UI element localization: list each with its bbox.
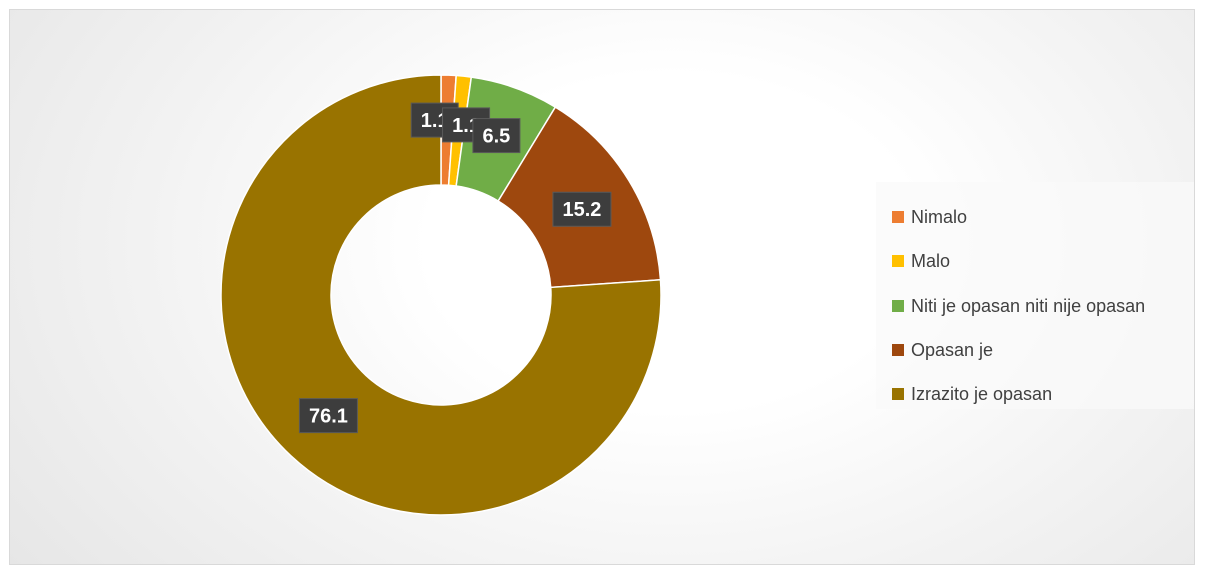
chart-area: 1.1 1.1 6.5 15.2 76.1 Nimalo Malo Niti je op… [9,9,1195,565]
data-label-box-izrazito [298,398,358,434]
data-label-opasan: 15.2 [552,191,612,227]
legend-item-nimalo: Nimalo [892,205,967,229]
legend-swatch-izrazito [892,388,904,400]
legend-label-niti: Niti je opasan niti nije opasan [911,295,1146,316]
legend: Nimalo Malo Niti je opasan niti nije opa… [876,182,1194,409]
legend-label-nimalo: Nimalo [911,206,968,227]
donut-chart: 1.1 1.1 6.515.276.1 [220,74,662,516]
legend-label-malo: Malo [911,250,951,271]
legend-swatch-nimalo [892,211,904,223]
legend-item-izrazito: Izrazito je opasan [892,382,1052,406]
data-label-text-izrazito: 76.1 [309,406,348,428]
legend-item-malo: Malo [892,249,950,273]
data-label-niti: 6.5 [472,118,521,154]
data-label-text-niti: 6.5 [482,126,510,148]
data-label-box-opasan [552,191,612,227]
data-label-text-opasan: 15.2 [562,199,601,221]
legend-swatch-niti [892,300,904,312]
data-labels-group: 1.1 1.1 6.515.276.1 [298,102,612,434]
legend-swatch-opasan [892,344,904,356]
legend-label-izrazito: Izrazito je opasan [911,383,1053,404]
data-label-izrazito: 76.1 [298,398,358,434]
data-label-text-nimalo: 1.1 [421,110,449,132]
data-label-box-niti [472,118,521,154]
legend-item-niti: Niti je opasan niti nije opasan [892,294,1145,318]
legend-swatch-malo [892,255,904,267]
slices-group [220,74,662,516]
legend-label-opasan: Opasan je [911,339,994,360]
legend-item-opasan: Opasan je [892,338,993,362]
